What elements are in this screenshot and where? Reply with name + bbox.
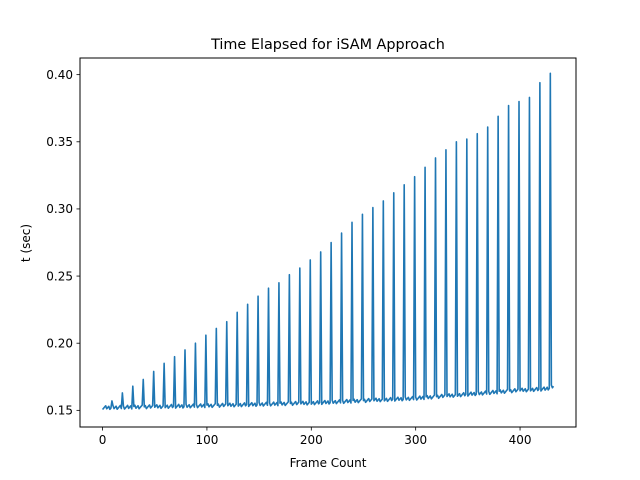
x-axis-label: Frame Count	[290, 456, 367, 470]
y-tick-label: 0.20	[46, 337, 73, 351]
x-tick-label: 400	[509, 433, 532, 447]
x-tick-label: 200	[300, 433, 323, 447]
y-tick-label: 0.40	[46, 68, 73, 82]
chart-title: Time Elapsed for iSAM Approach	[210, 37, 445, 53]
y-axis-ticks: 0.15 0.20 0.25 0.30 0.35 0.40	[46, 68, 80, 418]
x-tick-label: 100	[195, 433, 218, 447]
y-tick-label: 0.15	[46, 404, 73, 418]
x-tick-label: 300	[404, 433, 427, 447]
plot-area	[101, 72, 555, 411]
axes-frame	[79, 57, 577, 428]
y-axis-label: t (sec)	[19, 224, 33, 262]
y-tick-label: 0.35	[46, 135, 73, 149]
x-tick-label: 0	[99, 433, 107, 447]
y-tick-label: 0.30	[46, 202, 73, 216]
y-tick-label: 0.25	[46, 269, 73, 283]
x-axis-ticks: 0 100 200 300 400	[99, 427, 532, 447]
series-line	[101, 72, 555, 411]
